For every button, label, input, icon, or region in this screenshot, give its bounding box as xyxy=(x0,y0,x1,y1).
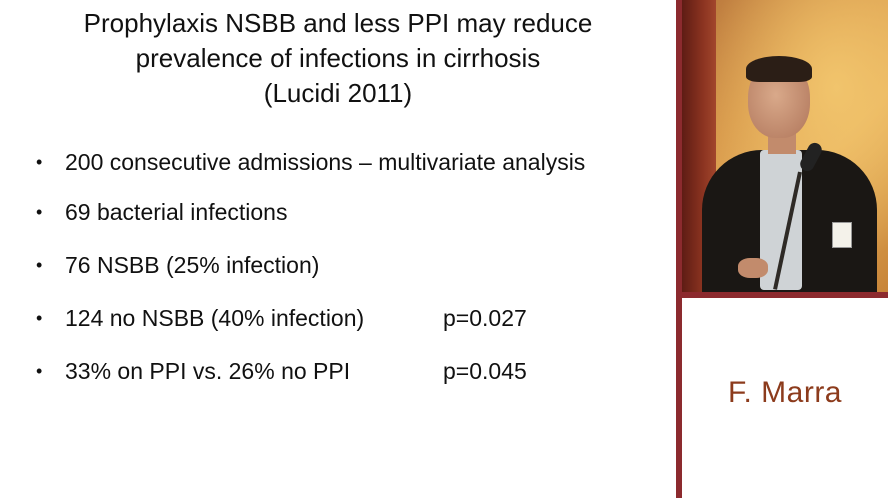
bullet-text: 124 no NSBB (40% infection) xyxy=(65,305,365,331)
speaker-name: F. Marra xyxy=(727,376,842,409)
bullet-item: • 33% on PPI vs. 26% no PPI p=0.045 xyxy=(36,349,656,393)
slide-title-line-3: (Lucidi 2011) xyxy=(263,78,413,108)
bullet-item: • 69 bacterial infections xyxy=(36,190,656,234)
bullet-text: 33% on PPI vs. 26% no PPI xyxy=(65,358,351,384)
bullet-item: • 76 NSBB (25% infection) xyxy=(36,243,656,287)
p-value: p=0.045 xyxy=(443,358,527,384)
bullet-dot: • xyxy=(36,202,43,222)
slide-title-line-2: prevalence of infections in cirrhosis xyxy=(135,43,541,73)
bullet-list: • 200 consecutive admissions – multivari… xyxy=(36,140,656,402)
bullet-text: 200 consecutive admissions – multivariat… xyxy=(65,149,586,175)
slide-title-line-1: Prophylaxis NSBB and less PPI may reduce xyxy=(83,8,593,38)
bullet-text: 69 bacterial infections xyxy=(65,199,288,225)
bullet-dot: • xyxy=(36,361,43,381)
bullet-dot: • xyxy=(36,255,43,275)
speaker-name-panel: F. Marra xyxy=(682,298,888,498)
bullet-item: • 124 no NSBB (40% infection) p=0.027 xyxy=(36,296,656,340)
video-bottom-bar xyxy=(682,292,888,298)
bullet-dot: • xyxy=(36,308,43,328)
slide-panel: Prophylaxis NSBB and less PPI may reduce… xyxy=(0,6,676,402)
name-badge xyxy=(832,222,852,248)
p-value: p=0.027 xyxy=(443,305,527,331)
slide-title: Prophylaxis NSBB and less PPI may reduce… xyxy=(0,6,676,111)
bullet-item: • 200 consecutive admissions – multivari… xyxy=(36,140,656,185)
speaker-video xyxy=(682,0,888,292)
panel-divider xyxy=(676,0,682,498)
bullet-dot: • xyxy=(36,152,43,172)
bullet-text: 76 NSBB (25% infection) xyxy=(65,252,320,278)
